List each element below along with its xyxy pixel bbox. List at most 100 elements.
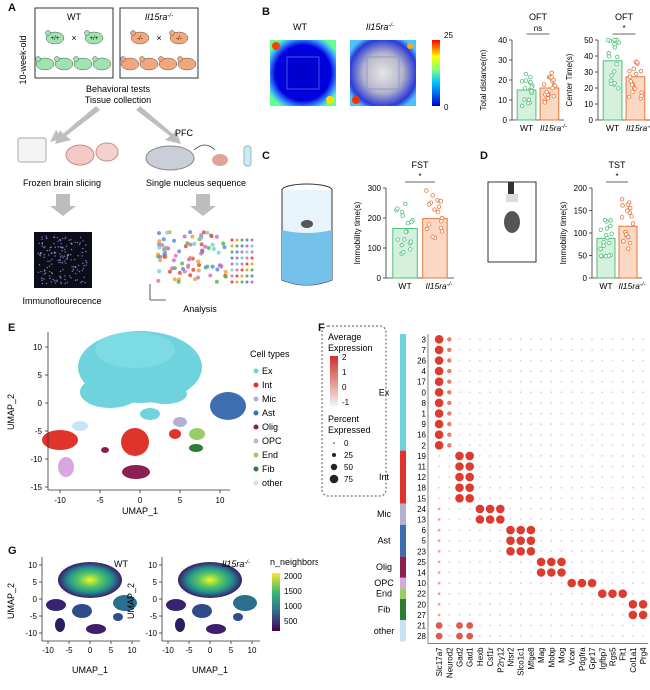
dot <box>570 592 573 595</box>
dot <box>489 592 491 595</box>
oft-center-ytick: 20 <box>584 84 593 93</box>
dot <box>530 635 532 637</box>
dot <box>560 476 563 478</box>
dot <box>499 423 502 425</box>
dot <box>621 486 624 489</box>
dot <box>489 455 491 457</box>
frozen-brain-slicing-text: Frozen brain slicing <box>23 178 101 188</box>
avg-expr-tick: 1 <box>342 368 347 377</box>
dot <box>509 508 512 510</box>
dot <box>557 557 566 567</box>
group-bar-int <box>400 450 406 504</box>
dot <box>437 518 441 521</box>
dot <box>489 539 491 542</box>
wt-pup-0 <box>35 57 55 71</box>
umap-e-xlabel: UMAP_1 <box>122 506 158 516</box>
dot <box>489 412 491 415</box>
dot <box>560 359 563 362</box>
tst-ytick: 200 <box>574 184 588 193</box>
dot <box>519 571 522 574</box>
dot <box>591 561 593 563</box>
dot <box>530 624 532 627</box>
wt-pup-3 <box>92 57 112 71</box>
fst-ytick: 100 <box>368 244 382 253</box>
oft-center-xtick-ko: Il15ra-/- <box>626 123 650 133</box>
tst-ylabel: Immobility time(s) <box>559 201 568 264</box>
dot <box>466 632 474 640</box>
dot <box>465 462 474 471</box>
umap-e-ylabel: UMAP_2 <box>6 394 16 430</box>
dot <box>519 444 522 447</box>
dot <box>530 614 532 616</box>
dot <box>458 614 461 616</box>
dot <box>591 433 593 436</box>
panel-b-svg: WT Il15ra-/- <box>270 12 650 133</box>
dot <box>591 592 593 595</box>
dot <box>601 370 604 372</box>
umap-g-ytick: 10 <box>28 561 37 570</box>
gene-label: Mog <box>558 647 567 663</box>
umap-g-xtick: 5 <box>229 646 234 655</box>
pct-legend-dot <box>330 463 338 471</box>
dot <box>447 421 452 427</box>
oft-distance-ytick: 40 <box>498 36 507 45</box>
cluster-label: 12 <box>417 473 426 482</box>
dot <box>611 518 614 521</box>
dot <box>550 423 553 425</box>
dot <box>642 359 644 362</box>
dot <box>438 455 440 457</box>
dot <box>519 624 522 627</box>
dot <box>611 433 614 436</box>
panel-label-c: C <box>262 150 270 162</box>
dot <box>519 582 522 584</box>
dot <box>601 550 604 553</box>
dot <box>547 568 556 577</box>
dot <box>621 433 624 436</box>
tst-xtick-ko: Il15ra-/- <box>619 281 646 291</box>
dot <box>611 550 614 553</box>
expression-legend-box <box>321 325 387 497</box>
umap-clusters <box>42 331 246 479</box>
dot <box>642 571 644 574</box>
panel-e: -10 -5 0 5 10 10 5 0 -5 -10 -15 UMAP_1 UMAP_2 Cel… <box>0 322 318 544</box>
dot <box>540 518 542 521</box>
dot <box>581 433 583 436</box>
dot <box>621 603 624 606</box>
dot <box>570 380 573 383</box>
gene-label: Slco1c1 <box>517 647 526 676</box>
dot <box>591 444 593 447</box>
dot <box>438 497 440 500</box>
dot <box>601 380 604 383</box>
dot <box>601 444 604 447</box>
oft-distance-title: OFT <box>529 12 547 22</box>
dot <box>560 423 563 425</box>
dot <box>447 379 452 384</box>
group-label-mic: Mic <box>377 509 391 519</box>
dot <box>581 539 583 542</box>
dot <box>499 582 502 584</box>
dot <box>601 518 604 521</box>
dot <box>479 455 481 457</box>
dot <box>479 423 481 425</box>
dot <box>601 582 604 584</box>
legend-dot-fib <box>253 466 259 472</box>
dot <box>540 614 542 616</box>
dot <box>632 550 634 553</box>
dot <box>499 412 502 415</box>
dot <box>621 412 624 415</box>
dot <box>448 582 451 584</box>
dot <box>458 380 461 383</box>
dot <box>591 338 593 341</box>
dot <box>611 359 614 362</box>
dot <box>489 423 491 425</box>
ko-pup-1 <box>139 57 159 71</box>
fst-ylabel: Immobility time(s) <box>353 201 362 264</box>
dot <box>434 335 444 344</box>
dot <box>550 550 553 553</box>
dot <box>458 359 461 362</box>
dot <box>438 465 440 468</box>
dot <box>465 472 474 482</box>
panel-a-svg: 10-week-old WT Il15ra-/- +/+ +/+× -/- -/-× … <box>17 7 254 314</box>
panel-f-svg: Average Expression 210-1 Percent Express… <box>321 325 649 678</box>
dot <box>581 380 583 383</box>
